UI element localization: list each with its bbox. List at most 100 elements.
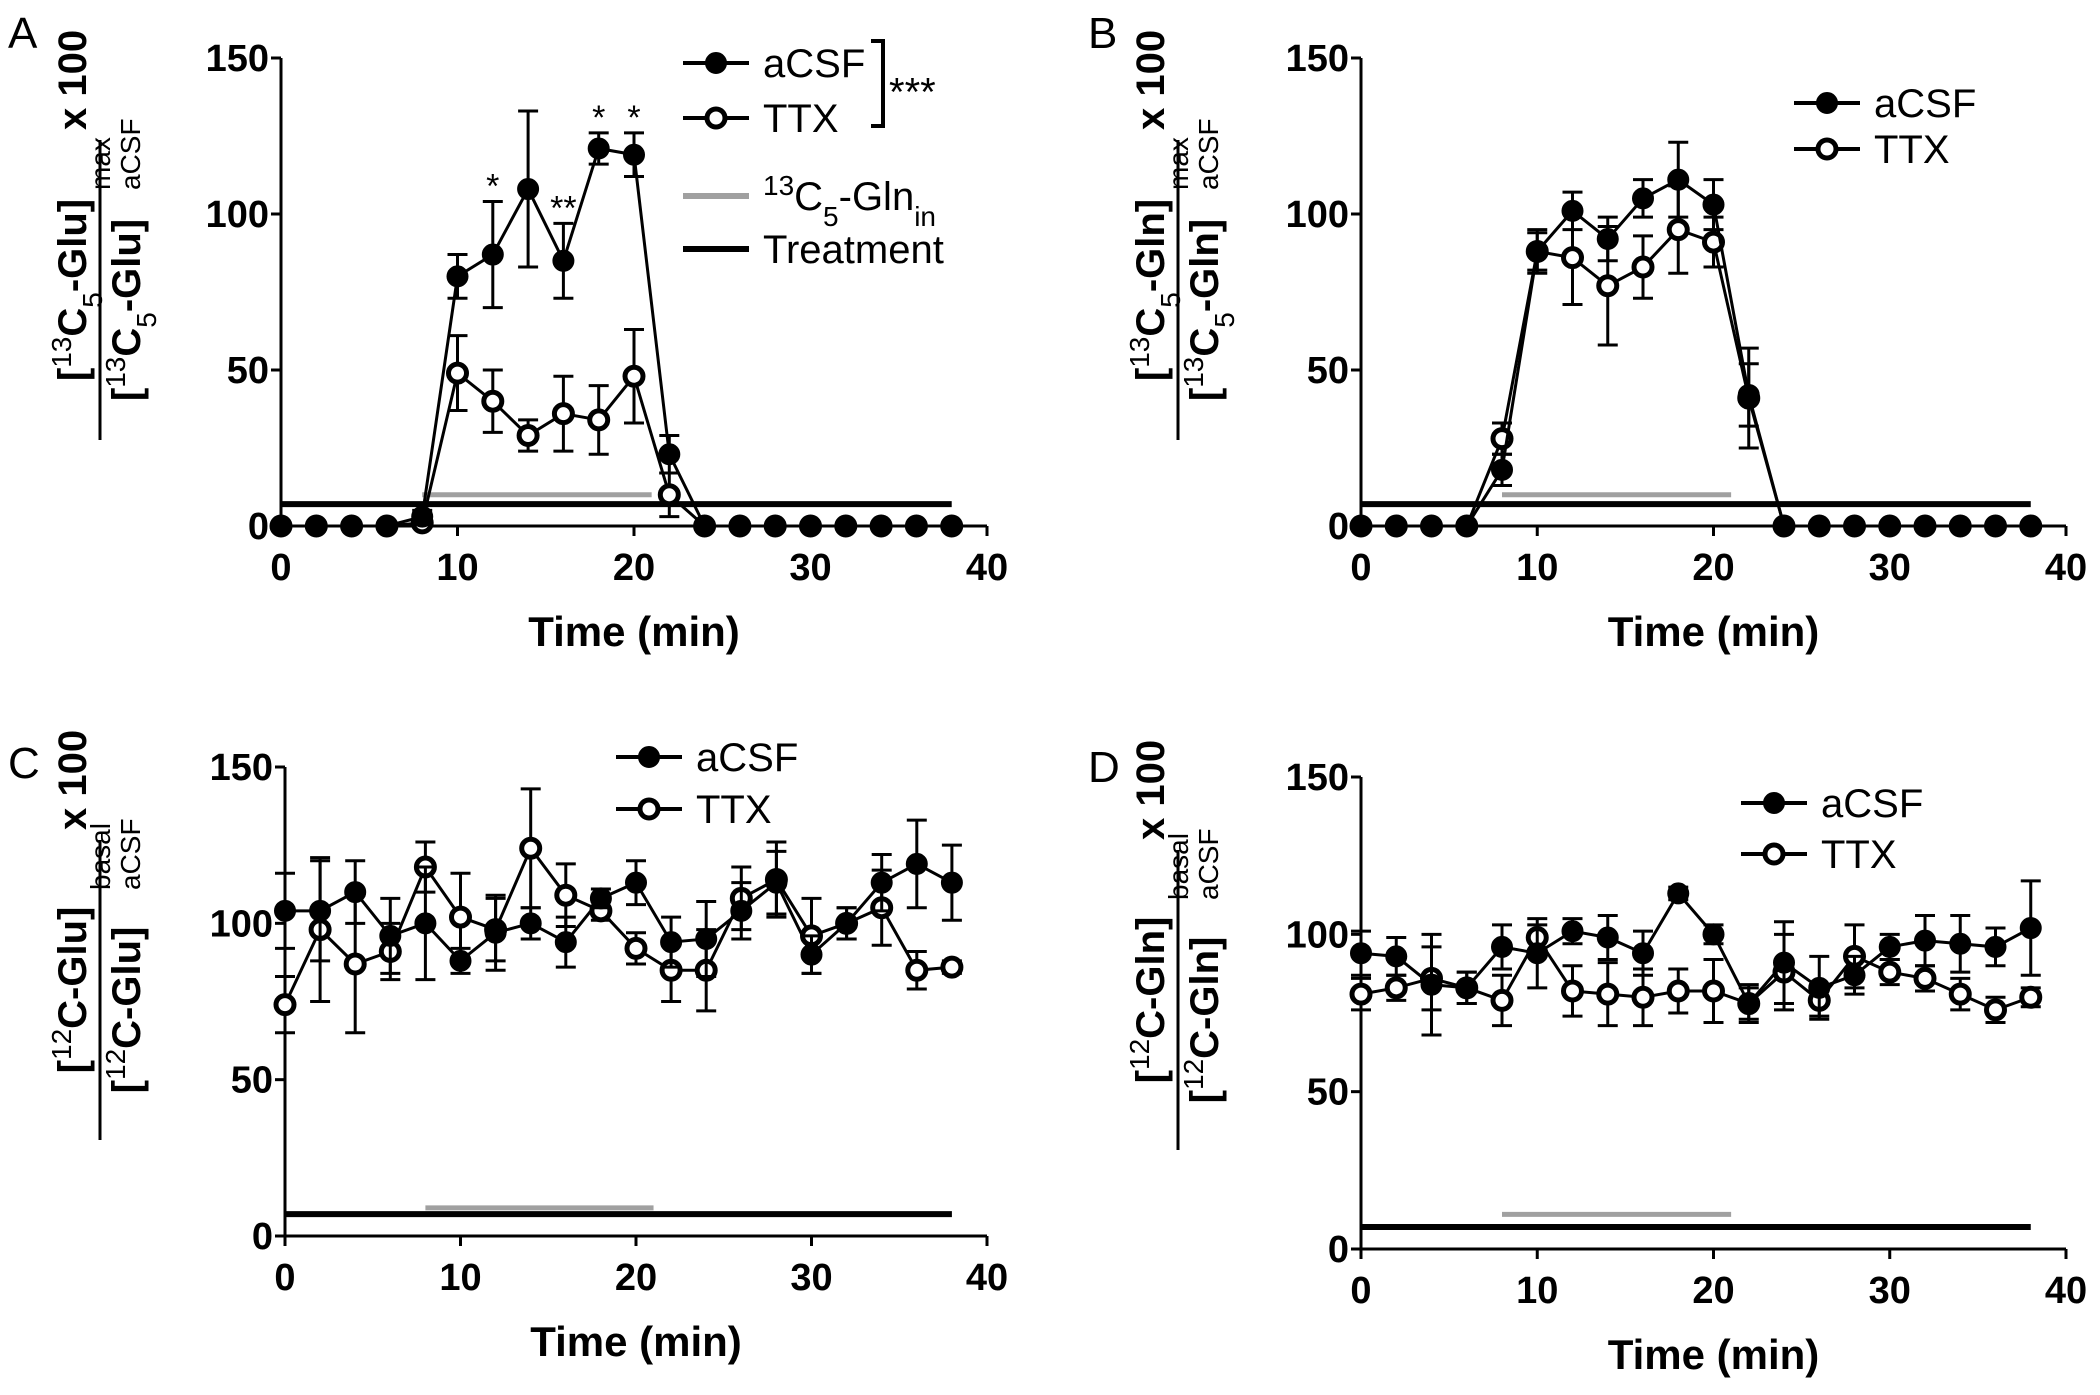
label-part: -Glu] <box>105 219 149 312</box>
data-point <box>622 364 646 388</box>
data-point <box>1984 998 2007 1022</box>
data-point <box>1702 923 1725 946</box>
data-point <box>1561 979 1584 1003</box>
data-point <box>1843 964 1866 987</box>
data-point <box>1843 515 1866 537</box>
y-tick-label: 100 <box>1286 914 1349 956</box>
data-point <box>693 515 716 537</box>
data-point <box>305 515 328 537</box>
data-point <box>1561 199 1584 222</box>
data-point <box>375 515 398 537</box>
label-part: [ <box>51 1060 95 1073</box>
data-point <box>1526 240 1549 263</box>
data-point <box>940 955 964 979</box>
y-tick-label: 100 <box>210 903 273 945</box>
label-part: -Gln] <box>1183 219 1227 312</box>
x-tick-label: 20 <box>615 1257 657 1299</box>
label-sub: 5 <box>1155 292 1186 308</box>
data-point <box>1808 515 1831 537</box>
data-point <box>519 836 543 860</box>
data-point <box>1631 985 1655 1009</box>
data-point <box>340 515 363 537</box>
legend-marker <box>1815 137 1839 161</box>
x-tick-label: 30 <box>1869 547 1911 589</box>
label-part: C <box>1183 328 1227 357</box>
data-point <box>1420 515 1443 537</box>
y-tick-label: 0 <box>1328 1229 1349 1271</box>
data-point <box>379 924 402 947</box>
data-point <box>1596 227 1619 250</box>
label-sup: 12 <box>46 1029 77 1060</box>
data-point <box>1350 942 1372 965</box>
data-point <box>1948 982 1972 1006</box>
y-label-den-sub: aCSF <box>1193 118 1224 190</box>
y-label-den-sup: basal <box>1163 833 1194 900</box>
data-point <box>554 931 577 954</box>
series-aCSF <box>1350 879 2042 1037</box>
data-point <box>1737 383 1760 406</box>
x-axis-title: Time (min) <box>528 608 740 655</box>
significance-marker: ** <box>550 189 576 227</box>
series-TTX <box>1349 923 2043 1028</box>
legend-label: TTX <box>1874 128 1950 172</box>
data-point <box>1984 935 2007 958</box>
data-point <box>1632 942 1654 965</box>
label-sup: 12 <box>100 1049 131 1080</box>
data-point <box>343 952 367 976</box>
legend-label: aCSF <box>763 42 865 86</box>
legend-label: aCSF <box>1821 782 1923 826</box>
label-part: [ <box>51 368 95 381</box>
data-point <box>446 265 469 288</box>
data-point <box>624 936 648 960</box>
label-part: [ <box>1129 368 1173 381</box>
label-sub: 5 <box>131 312 162 328</box>
data-point <box>414 912 437 935</box>
label-part: [ <box>1129 1070 1173 1083</box>
data-point <box>905 515 928 537</box>
x-tick-label: 40 <box>966 1257 1008 1299</box>
y-tick-label: 0 <box>248 506 269 548</box>
data-point <box>1702 230 1725 254</box>
y-label-suffix: x 100 <box>51 30 95 130</box>
legend-marker <box>1763 792 1785 814</box>
data-point <box>1666 218 1690 242</box>
data-point <box>1702 193 1725 216</box>
y-label-denominator: [13C5-Glu] <box>100 219 162 401</box>
legend-label: aCSF <box>1874 82 1976 126</box>
legend-label: TTX <box>696 788 772 832</box>
series-line <box>1361 177 2031 528</box>
legend-label: Treatment <box>763 228 944 272</box>
y-label-numerator: [12C-Glu] <box>46 907 96 1074</box>
data-point <box>1596 982 1620 1006</box>
x-axis-title: Time (min) <box>530 1318 742 1365</box>
label-part: C-Glu] <box>105 927 149 1049</box>
x-tick-label: 20 <box>1692 547 1734 589</box>
y-tick-label: 0 <box>252 1216 273 1258</box>
data-point <box>411 505 434 528</box>
data-point <box>273 993 297 1017</box>
label-part: C-Gln] <box>1183 937 1227 1059</box>
data-point <box>1385 515 1408 537</box>
x-tick-label: 10 <box>439 1257 481 1299</box>
legend-marker <box>1816 92 1838 114</box>
panel-letter: A <box>8 9 38 58</box>
data-point <box>765 871 788 894</box>
panel-letter: B <box>1088 9 1117 58</box>
x-tick-label: 40 <box>2045 547 2087 589</box>
data-point <box>587 408 611 432</box>
y-tick-label: 150 <box>1286 757 1349 799</box>
data-point <box>449 949 472 972</box>
data-point <box>274 899 296 922</box>
x-axis-title: Time (min) <box>1608 608 1820 655</box>
x-axis-title: Time (min) <box>1608 1331 1820 1378</box>
significance-marker: * <box>592 99 605 137</box>
y-label-den-sup: max <box>1163 137 1194 190</box>
data-point <box>730 899 753 922</box>
label-part: C-Gln] <box>1129 917 1173 1039</box>
x-tick-label: 30 <box>789 547 831 589</box>
